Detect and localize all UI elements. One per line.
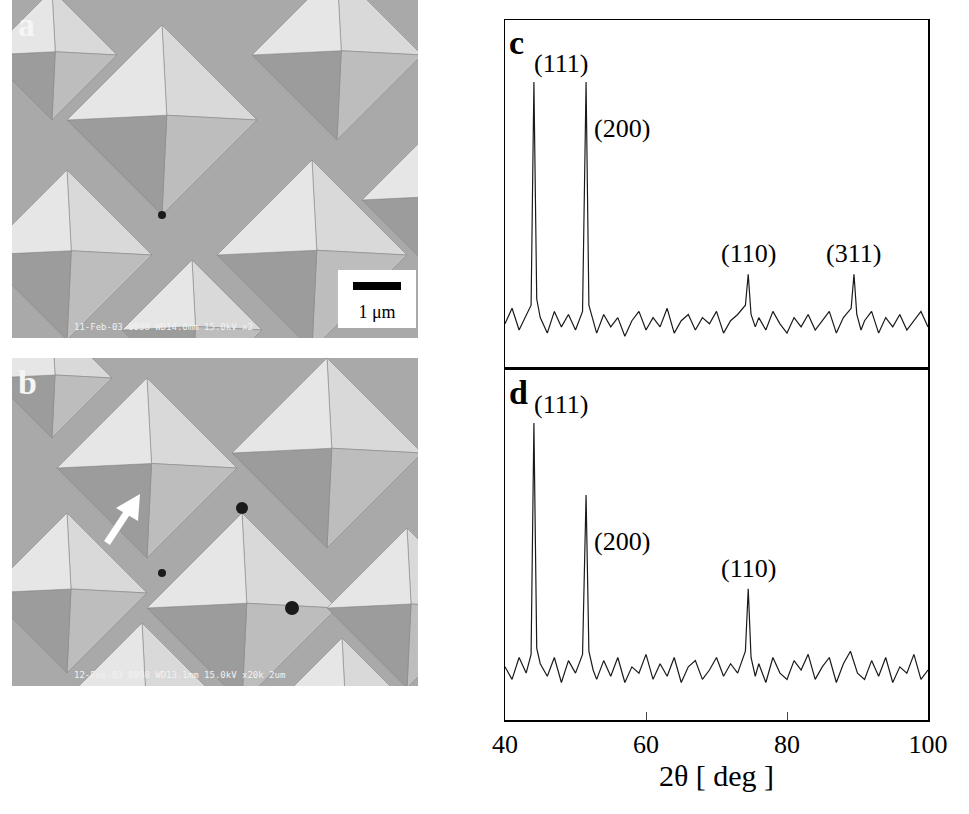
svg-text:(200): (200) [594, 527, 650, 556]
svg-text:(111): (111) [534, 390, 588, 419]
svg-text:(111): (111) [534, 49, 588, 78]
svg-text:12-Feb-03 0098 WD13.1mm 15.0: 12-Feb-03 0098 WD13.1mm 15.0kV x20k 2um [74, 670, 285, 680]
svg-text:2θ [ deg ]: 2θ [ deg ] [659, 759, 774, 792]
svg-text:60: 60 [633, 730, 659, 759]
svg-text:d: d [509, 374, 528, 411]
svg-text:a: a [18, 6, 35, 43]
svg-text:11-Feb-03 0088 WD14.0mm 15.0: 11-Feb-03 0088 WD14.0mm 15.0kV x2 [74, 322, 253, 332]
svg-text:(110): (110) [721, 239, 776, 268]
svg-text:(311): (311) [826, 239, 881, 268]
svg-text:40: 40 [492, 730, 518, 759]
svg-text:(110): (110) [721, 554, 776, 583]
svg-text:1 μm: 1 μm [358, 302, 395, 322]
svg-text:(200): (200) [594, 114, 650, 143]
svg-text:100: 100 [909, 730, 948, 759]
svg-text:80: 80 [774, 730, 800, 759]
svg-text:b: b [18, 364, 37, 401]
svg-text:c: c [509, 24, 524, 61]
